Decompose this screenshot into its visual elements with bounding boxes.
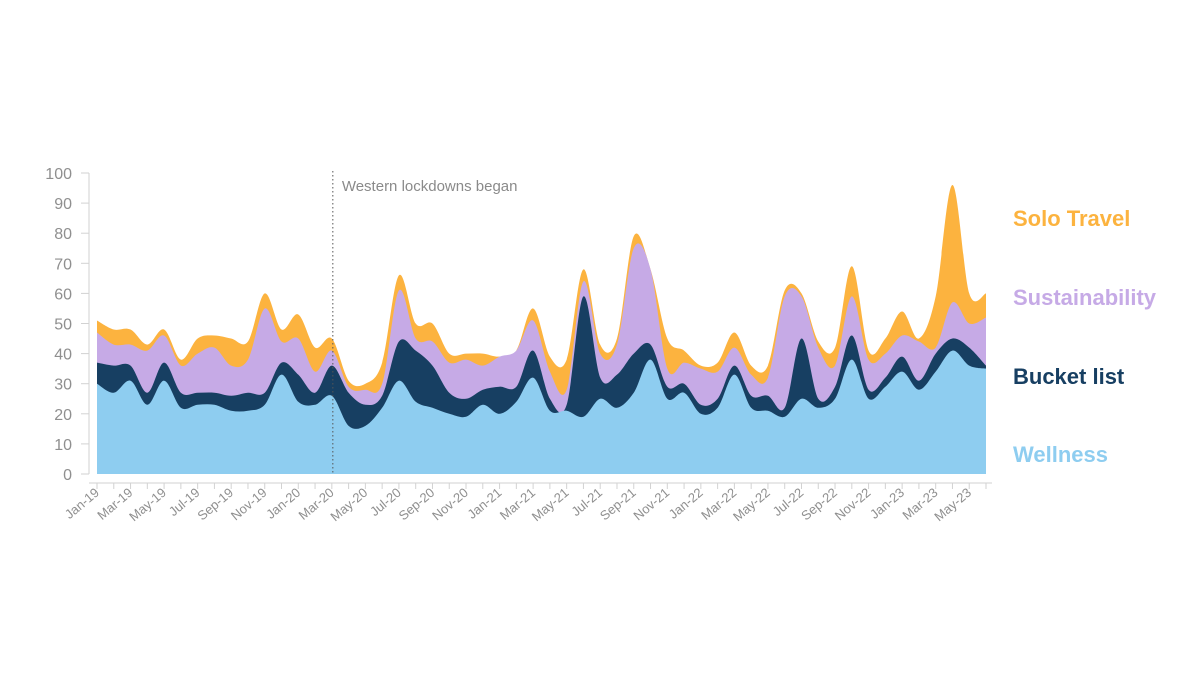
x-tick-label: Nov-22	[832, 485, 874, 523]
x-tick-label: May-23	[931, 485, 974, 524]
y-tick-label: 90	[54, 196, 72, 213]
x-tick-label: Sep-21	[597, 485, 639, 523]
y-tick-label: 50	[54, 317, 72, 334]
y-tick-label: 40	[54, 347, 72, 364]
x-tick-label: May-20	[327, 485, 370, 524]
y-tick-label: 0	[63, 467, 72, 484]
x-tick-label: Jan-21	[464, 485, 504, 522]
lockdown-annotation-label: Western lockdowns began	[342, 178, 518, 195]
x-tick-label: Nov-19	[228, 485, 270, 523]
x-tick-label: May-22	[730, 485, 773, 524]
legend-sustainability: Sustainability	[1013, 285, 1157, 310]
area-layers	[97, 185, 986, 474]
legend-bucket-list: Bucket list	[1013, 364, 1125, 389]
legend-wellness: Wellness	[1013, 442, 1108, 467]
x-tick-label: Sep-22	[798, 485, 840, 523]
y-tick-label: 60	[54, 286, 72, 303]
y-tick-label: 30	[54, 377, 72, 394]
x-tick-label: Nov-21	[630, 485, 672, 523]
x-tick-label: Jan-19	[62, 485, 102, 522]
y-tick-label: 100	[45, 166, 72, 183]
y-tick-label: 80	[54, 226, 72, 243]
x-axis: Jan-19Mar-19May-19Jul-19Sep-19Nov-19Jan-…	[62, 482, 992, 524]
x-tick-label: Sep-20	[396, 485, 438, 523]
x-tick-label: Jan-22	[666, 485, 706, 522]
area-wellness	[97, 350, 986, 474]
y-tick-label: 10	[54, 437, 72, 454]
x-tick-label: Jan-20	[263, 485, 303, 522]
y-tick-label: 20	[54, 407, 72, 424]
x-tick-label: Jan-23	[867, 485, 907, 522]
y-axis: 0 10 20 30 40 50 60 70 80 90 100	[45, 166, 90, 484]
lockdown-annotation: Western lockdowns began	[332, 171, 518, 474]
x-tick-label: Sep-19	[194, 485, 236, 523]
y-tick-label: 70	[54, 256, 72, 273]
x-tick-label: Nov-20	[429, 485, 471, 523]
legend-solo-travel: Solo Travel	[1013, 206, 1130, 231]
legend: Solo Travel Sustainability Bucket list Well…	[1013, 206, 1157, 467]
x-tick-label: May-19	[126, 485, 169, 524]
x-tick-label: May-21	[529, 485, 572, 524]
